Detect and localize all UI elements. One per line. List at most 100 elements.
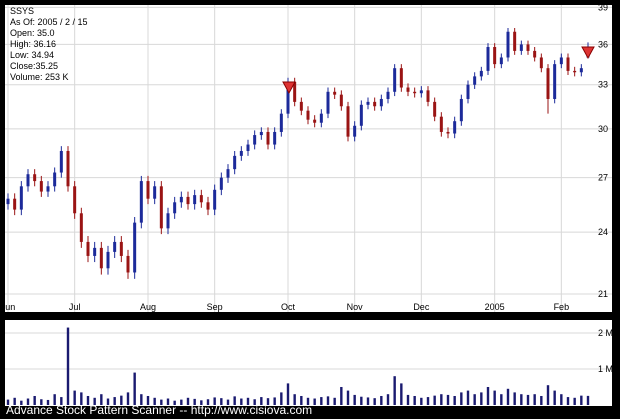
body: [206, 202, 210, 210]
volume-bar: [213, 397, 216, 405]
body: [559, 57, 563, 65]
volume-bar: [540, 395, 543, 405]
volume-bar: [160, 399, 163, 405]
x-tick-label: Feb: [554, 302, 570, 312]
volume-bar: [313, 398, 316, 405]
volume-bar: [100, 394, 103, 405]
info-block: SSYS As Of: 2005 / 2 / 15 Open: 35.0 Hig…: [10, 6, 88, 82]
volume-bar: [233, 396, 236, 405]
body: [193, 195, 197, 205]
volume-bar: [440, 394, 443, 405]
volume-bar: [153, 397, 156, 405]
y-tick-label: 36: [598, 39, 608, 49]
volume-bar: [280, 392, 283, 405]
x-tick-label: Nov: [347, 302, 364, 312]
body: [253, 135, 257, 145]
volume-bar: [566, 397, 570, 405]
volume-bar: [86, 395, 90, 405]
y-tick-label: 24: [598, 227, 608, 237]
volume-bar: [306, 397, 310, 405]
pattern-marker: [282, 81, 296, 95]
body: [233, 155, 237, 170]
volume-bar: [113, 397, 116, 405]
body: [479, 70, 483, 77]
volume-bar: [186, 397, 190, 405]
volume-bar: [446, 394, 450, 405]
volume-bar: [293, 394, 296, 405]
volume-bar: [420, 397, 423, 405]
body: [273, 131, 277, 145]
body: [373, 101, 377, 107]
volume-bar: [333, 397, 336, 405]
volume-bar: [133, 372, 136, 405]
body: [366, 101, 370, 105]
body: [393, 68, 397, 92]
body: [139, 181, 143, 223]
volume-bar: [20, 400, 23, 405]
volume-bar: [460, 392, 463, 405]
x-tick-label: Oct: [281, 302, 296, 312]
volume-bar: [40, 399, 43, 405]
y-tick-label: 30: [598, 124, 608, 134]
body: [106, 251, 110, 269]
volume-bar: [380, 395, 383, 405]
body: [186, 196, 190, 205]
body: [466, 84, 470, 99]
body: [413, 91, 417, 94]
volume-bar: [553, 390, 556, 405]
ticker: SSYS: [10, 6, 34, 16]
volume-bar: [466, 390, 470, 405]
body: [326, 91, 330, 114]
volume-bar: [13, 397, 16, 405]
body: [246, 144, 250, 151]
volume-bar: [546, 385, 550, 405]
body: [513, 31, 517, 51]
volume-bar: [220, 398, 223, 405]
volume-bar: [426, 397, 430, 405]
body: [166, 213, 170, 229]
volume-bar: [506, 388, 510, 405]
volume-bar: [346, 390, 350, 405]
volume-bar: [66, 327, 70, 405]
volume-bar: [93, 397, 96, 405]
volume-bar: [240, 398, 243, 405]
volume-bar: [493, 390, 496, 405]
x-tick-label: Aug: [140, 302, 156, 312]
volume-bar: [126, 392, 130, 405]
volume-bar: [320, 397, 323, 405]
volume-bar: [226, 399, 230, 405]
volume-bar: [386, 394, 390, 405]
volume-bar: [480, 392, 483, 405]
body: [419, 90, 423, 94]
volume-bar: [393, 376, 396, 405]
body: [99, 247, 103, 269]
volume-panel: [5, 320, 612, 406]
volume-bar: [326, 396, 330, 405]
volume-bar: [266, 398, 270, 405]
volume-bar: [246, 397, 250, 405]
volume-bar: [433, 395, 436, 405]
info-line: Open: 35.0: [10, 28, 55, 38]
volume-bar: [500, 394, 503, 405]
volume-bar: [400, 383, 403, 405]
volume-bar: [586, 395, 590, 405]
body: [486, 47, 490, 71]
body: [26, 174, 30, 187]
volume-bar: [200, 400, 203, 405]
volume-bar: [106, 398, 110, 405]
body: [119, 241, 123, 256]
body: [6, 198, 10, 205]
body: [519, 44, 523, 51]
body: [173, 202, 177, 214]
body: [33, 174, 37, 182]
body: [153, 186, 157, 199]
volume-bar: [260, 397, 263, 405]
y-tick-label: 33: [598, 80, 608, 90]
body: [446, 131, 450, 134]
y-tick-label: 27: [598, 173, 608, 183]
body: [199, 195, 203, 203]
info-line: Close:35.25: [10, 61, 58, 71]
y-tick-label: 2 M: [598, 328, 613, 338]
volume-bar: [360, 396, 363, 405]
